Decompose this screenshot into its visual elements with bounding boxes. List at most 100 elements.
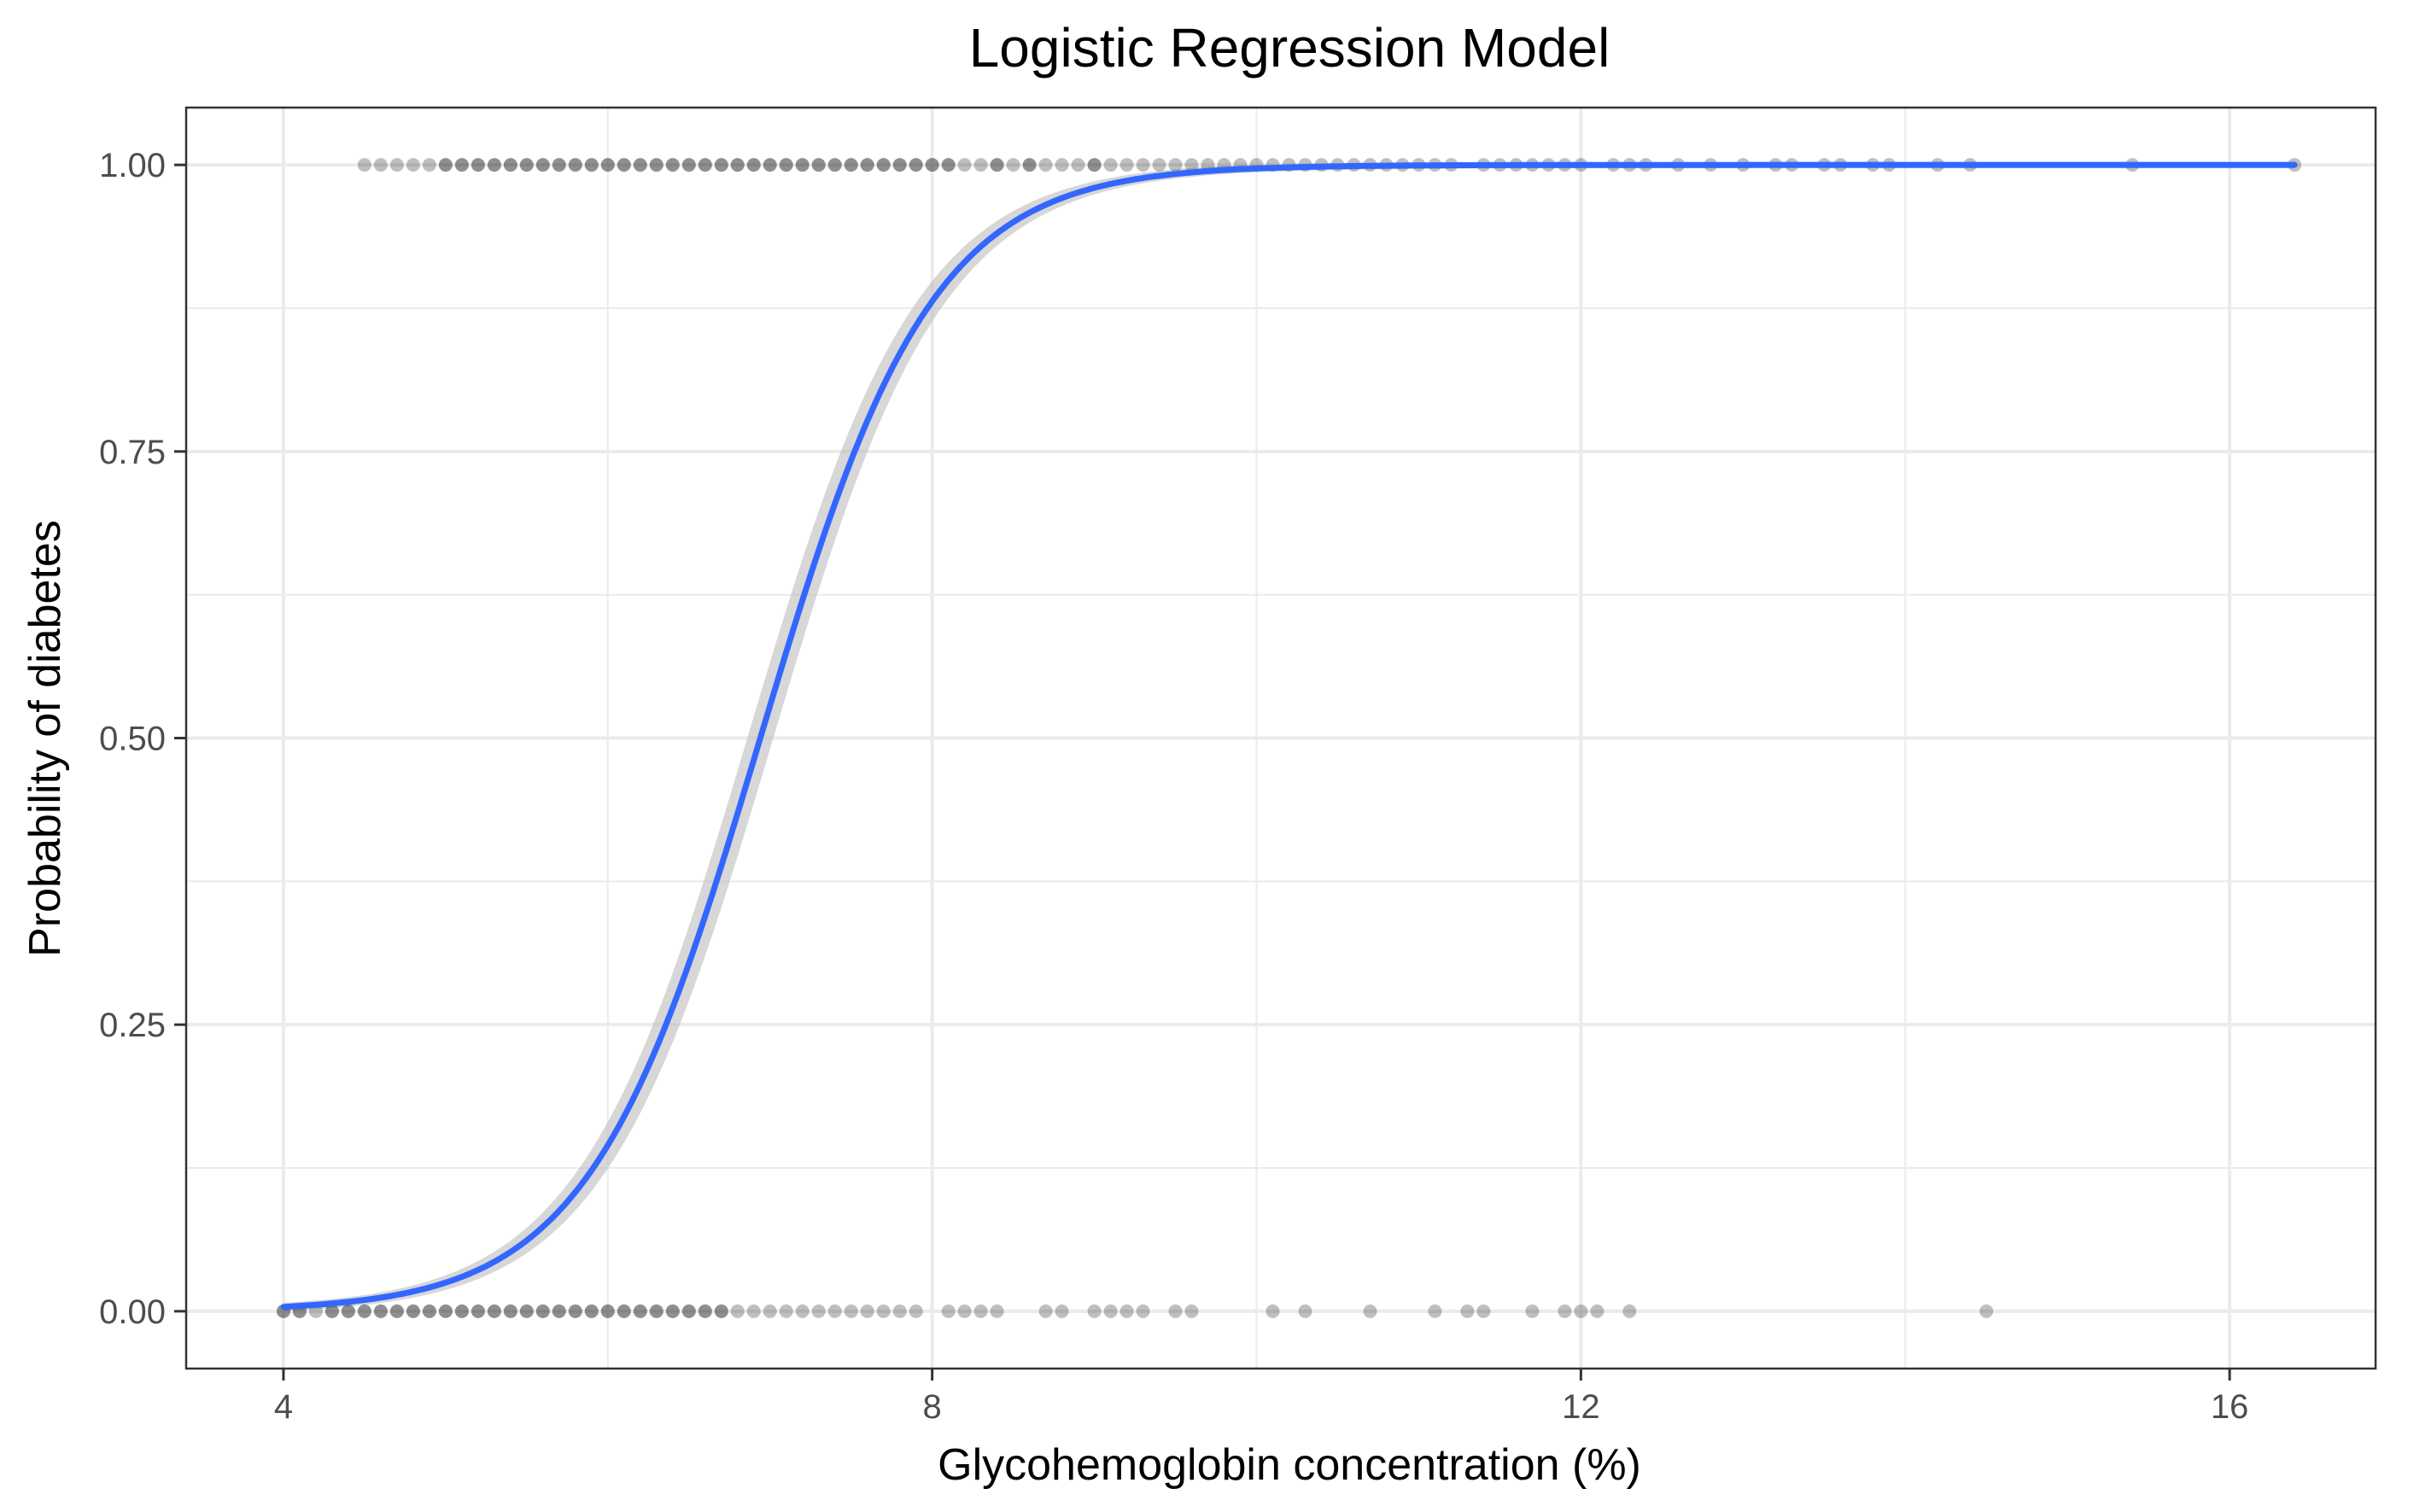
data-point — [1119, 1304, 1134, 1318]
data-point — [584, 158, 599, 172]
data-point — [860, 158, 874, 172]
data-point — [519, 158, 534, 172]
y-tick-label: 0.75 — [99, 434, 166, 471]
data-point — [1038, 1304, 1053, 1318]
data-point — [941, 158, 956, 172]
data-point — [795, 1304, 810, 1318]
data-point — [909, 158, 923, 172]
data-point — [552, 158, 566, 172]
data-point — [876, 158, 891, 172]
data-point — [535, 1304, 550, 1318]
data-point — [1590, 1304, 1605, 1318]
data-point — [633, 158, 647, 172]
data-point — [535, 158, 550, 172]
data-point — [665, 158, 680, 172]
data-point — [909, 1304, 923, 1318]
data-point — [860, 1304, 874, 1318]
data-point — [1055, 158, 1069, 172]
data-point — [1136, 158, 1150, 172]
data-point — [779, 158, 793, 172]
data-point — [730, 158, 745, 172]
data-point — [487, 158, 501, 172]
data-point — [389, 1304, 404, 1318]
data-point — [730, 158, 745, 172]
data-point — [795, 158, 810, 172]
data-point — [373, 1304, 388, 1318]
data-point — [892, 158, 907, 172]
data-point — [649, 1304, 663, 1318]
data-point — [844, 1304, 858, 1318]
data-point — [1558, 1304, 1572, 1318]
data-point — [519, 1304, 534, 1318]
data-point — [665, 1304, 680, 1318]
data-point — [406, 1304, 420, 1318]
fit-line-layer — [280, 161, 2298, 1311]
data-point — [957, 1304, 972, 1318]
data-point — [1184, 1304, 1199, 1318]
data-point — [503, 1304, 517, 1318]
data-point — [503, 158, 517, 172]
data-point — [1184, 158, 1199, 172]
data-point — [552, 1304, 566, 1318]
data-point — [1055, 1304, 1069, 1318]
data-point — [487, 1304, 501, 1318]
x-tick-label: 16 — [2211, 1388, 2249, 1426]
data-point — [617, 158, 631, 172]
data-point — [811, 1304, 826, 1318]
data-point — [763, 1304, 777, 1318]
data-point — [746, 1304, 761, 1318]
data-point — [357, 158, 371, 172]
data-point — [454, 158, 469, 172]
data-point — [633, 1304, 647, 1318]
data-point — [422, 1304, 436, 1318]
data-point — [860, 158, 874, 172]
data-point — [795, 158, 810, 172]
data-point — [503, 158, 517, 172]
data-point — [714, 1304, 728, 1318]
data-point — [552, 1304, 566, 1318]
data-point — [973, 158, 988, 172]
x-tick-label: 12 — [1562, 1388, 1600, 1426]
data-point — [1476, 1304, 1491, 1318]
data-point — [892, 158, 907, 172]
data-point — [827, 1304, 842, 1318]
data-point — [471, 1304, 485, 1318]
data-point — [698, 158, 712, 172]
data-point — [1979, 1304, 1994, 1318]
data-point — [1006, 158, 1020, 172]
data-point — [892, 1304, 907, 1318]
y-tick-label: 0.50 — [99, 721, 166, 758]
data-point — [844, 158, 858, 172]
data-point — [827, 158, 842, 172]
y-axis-title: Probability of diabetes — [20, 520, 70, 957]
data-point — [568, 1304, 582, 1318]
data-point — [714, 158, 728, 172]
data-point — [357, 1304, 371, 1318]
data-point — [649, 158, 663, 172]
data-point — [600, 1304, 615, 1318]
data-point — [324, 1304, 339, 1318]
chart-title: Logistic Regression Model — [969, 17, 1610, 79]
data-point — [665, 1304, 680, 1318]
data-point — [1038, 158, 1053, 172]
data-point — [957, 158, 972, 172]
data-point — [471, 1304, 485, 1318]
data-point — [373, 1304, 388, 1318]
data-point — [990, 158, 1004, 172]
data-point — [535, 158, 550, 172]
data-point — [844, 158, 858, 172]
data-point — [876, 1304, 891, 1318]
data-point — [422, 1304, 436, 1318]
data-point — [649, 1304, 663, 1318]
y-tick-label: 0.00 — [99, 1293, 166, 1331]
data-point — [324, 1304, 339, 1318]
data-point — [746, 158, 761, 172]
y-tick-label: 0.25 — [99, 1007, 166, 1044]
data-point — [681, 158, 696, 172]
data-point — [1428, 1304, 1442, 1318]
data-point — [373, 158, 388, 172]
data-point — [649, 158, 663, 172]
data-point — [1168, 158, 1183, 172]
data-point — [341, 1304, 355, 1318]
data-point — [519, 158, 534, 172]
